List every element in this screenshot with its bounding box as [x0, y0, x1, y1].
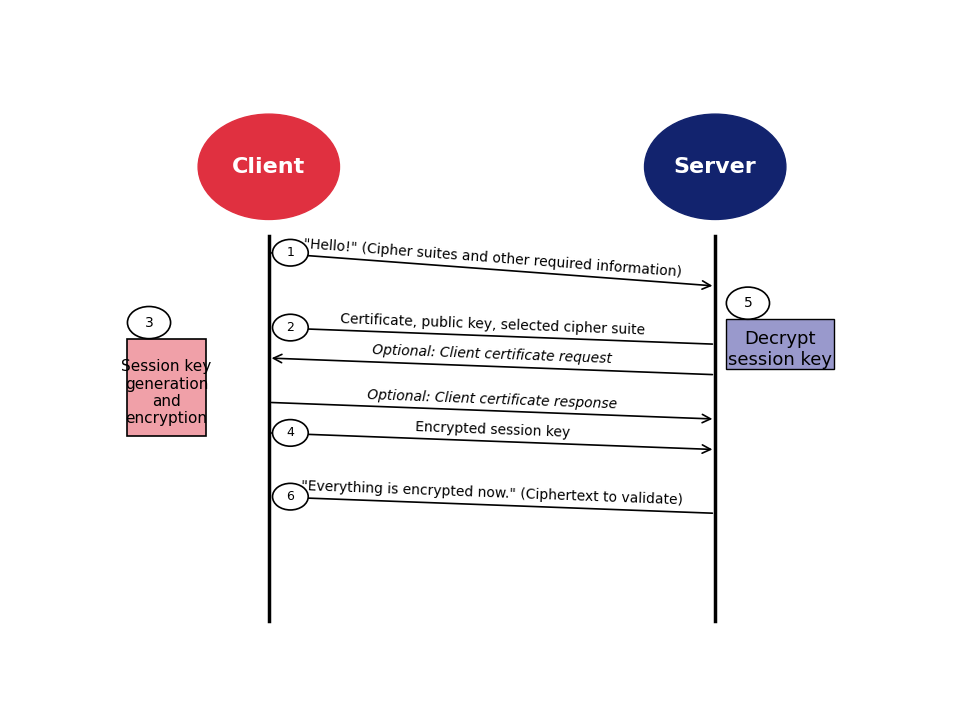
- Text: Client: Client: [232, 157, 305, 177]
- Circle shape: [273, 240, 308, 266]
- Text: 2: 2: [286, 321, 295, 334]
- Text: Optional: Client certificate response: Optional: Client certificate response: [367, 387, 617, 411]
- Bar: [128, 338, 205, 436]
- Text: "Hello!" (Cipher suites and other required information): "Hello!" (Cipher suites and other requir…: [303, 237, 683, 279]
- Text: Decrypt
session key: Decrypt session key: [729, 330, 832, 369]
- Circle shape: [273, 314, 308, 341]
- Text: 3: 3: [145, 315, 154, 330]
- Text: Session key
generation
and
encryption: Session key generation and encryption: [121, 359, 211, 426]
- Text: Certificate, public key, selected cipher suite: Certificate, public key, selected cipher…: [340, 312, 645, 337]
- Text: 5: 5: [744, 296, 753, 310]
- Circle shape: [128, 307, 171, 338]
- Text: 1: 1: [286, 246, 295, 259]
- Circle shape: [727, 287, 770, 319]
- Text: 6: 6: [286, 490, 295, 503]
- Text: Server: Server: [674, 157, 756, 177]
- Text: Optional: Client certificate request: Optional: Client certificate request: [372, 343, 612, 366]
- Circle shape: [273, 420, 308, 446]
- Text: "Everything is encrypted now." (Ciphertext to validate): "Everything is encrypted now." (Cipherte…: [301, 480, 684, 508]
- Circle shape: [273, 483, 308, 510]
- Circle shape: [644, 114, 786, 220]
- Text: 4: 4: [286, 426, 295, 439]
- Circle shape: [198, 114, 340, 220]
- Bar: [727, 319, 834, 369]
- Text: Encrypted session key: Encrypted session key: [415, 420, 570, 440]
